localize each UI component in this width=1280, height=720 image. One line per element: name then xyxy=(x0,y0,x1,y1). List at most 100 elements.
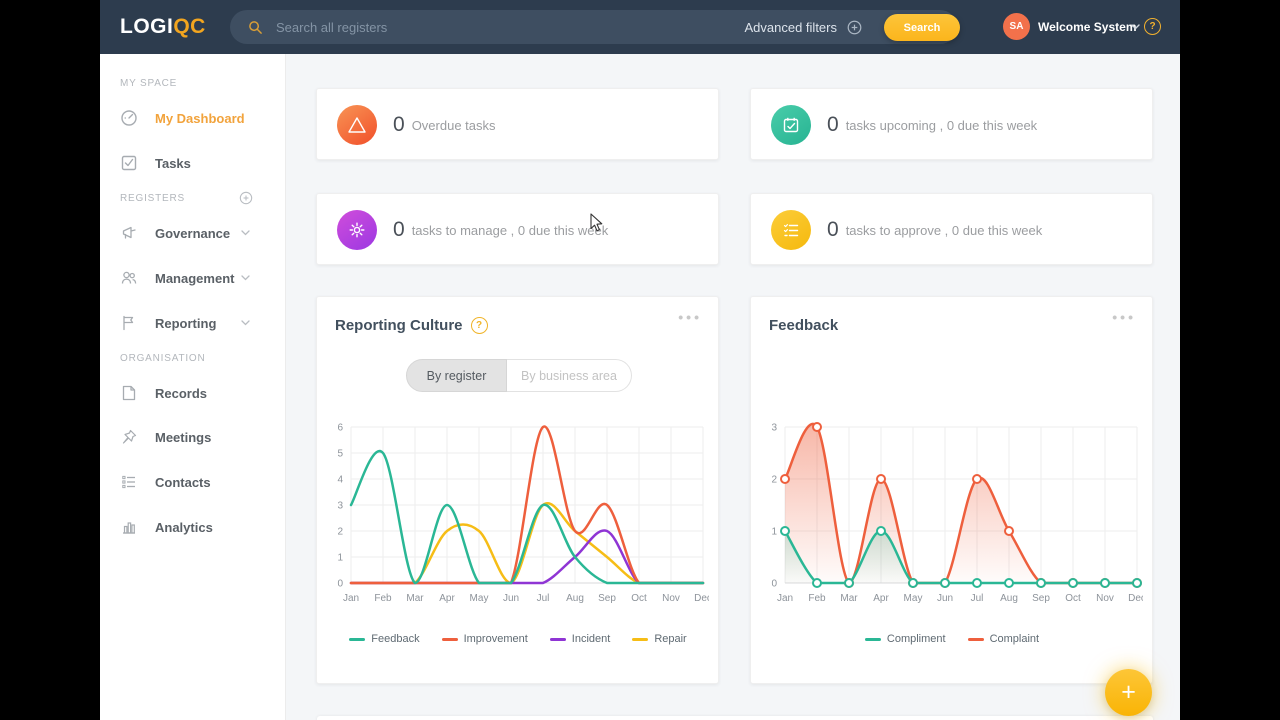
reporting-culture-legend: Feedback Improvement Incident Repair xyxy=(317,633,719,645)
svg-text:Nov: Nov xyxy=(662,593,680,604)
app-window: LOGIQC Search all registers Advanced fil… xyxy=(100,0,1180,720)
legend-label: Incident xyxy=(571,633,611,645)
svg-text:Jan: Jan xyxy=(343,593,359,604)
gear-circle xyxy=(337,210,377,250)
sidebar-item-my-dashboard[interactable]: My Dashboard xyxy=(100,103,286,133)
svg-text:Jun: Jun xyxy=(503,593,519,604)
upcoming-tasks-card[interactable]: 0 tasks upcoming , 0 due this week xyxy=(750,88,1153,160)
sidebar-item-tasks[interactable]: Tasks xyxy=(100,148,286,178)
svg-text:Jul: Jul xyxy=(971,593,984,604)
top-header: LOGIQC Search all registers Advanced fil… xyxy=(100,0,1180,54)
sidebar-item-records[interactable]: Records xyxy=(100,378,286,408)
chevron-down-icon[interactable] xyxy=(1131,24,1140,30)
feedback-title: Feedback xyxy=(769,317,839,334)
next-card-edge xyxy=(317,716,1153,720)
manage-tasks-card[interactable]: 0 tasks to manage , 0 due this week xyxy=(316,193,719,265)
megaphone-icon xyxy=(122,226,136,239)
add-fab-button[interactable]: + xyxy=(1105,669,1152,716)
calendar-icon xyxy=(783,117,799,133)
svg-text:Nov: Nov xyxy=(1096,593,1114,604)
approve-count: 0 xyxy=(827,218,839,241)
svg-text:1: 1 xyxy=(771,527,777,538)
legend-color-dash xyxy=(441,637,458,641)
advanced-filters-label[interactable]: Advanced filters xyxy=(744,19,838,35)
legend-label: Compliment xyxy=(886,633,946,645)
sidebar-item-label: Tasks xyxy=(155,155,191,171)
warning-circle xyxy=(337,105,377,145)
sidebar-item-label: Contacts xyxy=(155,474,211,490)
global-search-bar[interactable]: Search all registers Advanced filters xyxy=(230,10,957,44)
svg-text:6: 6 xyxy=(337,423,343,434)
feedback-legend: Compliment Complaint xyxy=(751,633,1153,645)
overdue-tasks-card[interactable]: 0 Overdue tasks xyxy=(316,88,719,160)
svg-text:Sep: Sep xyxy=(1032,593,1050,604)
dashboard-icon xyxy=(121,110,137,126)
logo-text-primary: LOGI xyxy=(120,15,174,38)
sidebar-item-reporting[interactable]: Reporting xyxy=(100,308,286,338)
overdue-label: Overdue tasks xyxy=(411,117,496,133)
card-menu-icon[interactable]: ••• xyxy=(1112,309,1136,325)
chevron-down-icon[interactable] xyxy=(241,230,250,236)
legend-label: Feedback xyxy=(371,633,420,645)
svg-text:Dec: Dec xyxy=(1128,593,1143,604)
add-register-icon[interactable] xyxy=(239,191,253,205)
legend-item: Improvement xyxy=(441,633,528,645)
svg-text:1: 1 xyxy=(337,553,343,564)
svg-text:May: May xyxy=(904,593,923,604)
manage-label: tasks to manage , 0 due this week xyxy=(411,222,609,238)
sidebar-item-contacts[interactable]: Contacts xyxy=(100,467,286,497)
add-filter-icon[interactable] xyxy=(847,20,862,35)
sidebar-item-label: Meetings xyxy=(155,429,212,445)
user-menu[interactable]: Welcome System xyxy=(1038,20,1137,34)
svg-text:2: 2 xyxy=(771,475,777,486)
sidebar-item-label: Governance xyxy=(155,225,231,241)
logiqc-logo[interactable]: LOGIQC xyxy=(120,0,206,54)
svg-text:Oct: Oct xyxy=(1065,593,1081,604)
mouse-cursor xyxy=(590,213,603,232)
svg-text:Apr: Apr xyxy=(873,593,889,604)
toggle-by-register[interactable]: By register xyxy=(406,359,507,392)
sidebar-item-governance[interactable]: Governance xyxy=(100,218,286,248)
warning-triangle-icon xyxy=(348,117,366,133)
manage-count: 0 xyxy=(393,218,405,241)
logo-text-accent: QC xyxy=(173,15,206,38)
sidebar-item-meetings[interactable]: Meetings xyxy=(100,422,286,452)
sidebar-item-label: Records xyxy=(155,385,208,401)
overdue-count: 0 xyxy=(393,113,405,136)
approve-tasks-card[interactable]: 0 tasks to approve , 0 due this week xyxy=(750,193,1153,265)
svg-text:Jul: Jul xyxy=(537,593,550,604)
help-icon[interactable]: ? xyxy=(1144,18,1161,35)
records-icon xyxy=(122,385,136,401)
upcoming-label: tasks upcoming , 0 due this week xyxy=(845,117,1038,133)
chevron-down-icon[interactable] xyxy=(241,275,250,281)
svg-text:Aug: Aug xyxy=(1000,593,1018,604)
checklist-icon xyxy=(783,224,799,237)
search-button[interactable]: Search xyxy=(884,14,960,41)
checklist-circle xyxy=(771,210,811,250)
sidebar-item-label: My Dashboard xyxy=(155,110,245,126)
svg-text:0: 0 xyxy=(337,579,343,590)
help-icon[interactable]: ? xyxy=(470,317,488,334)
tasks-icon xyxy=(121,155,137,171)
svg-text:Apr: Apr xyxy=(439,593,455,604)
chart-view-toggle: By register By business area xyxy=(406,359,632,392)
approve-label: tasks to approve , 0 due this week xyxy=(845,222,1043,238)
avatar[interactable]: SA xyxy=(1003,13,1030,40)
legend-color-dash xyxy=(967,637,984,641)
search-input[interactable]: Search all registers xyxy=(276,19,388,35)
sidebar-item-management[interactable]: Management xyxy=(100,263,286,293)
toggle-by-business-area[interactable]: By business area xyxy=(507,359,632,392)
card-menu-icon[interactable]: ••• xyxy=(678,309,702,325)
sidebar-nav: MY SPACE My Dashboard Tasks REGISTERS xyxy=(100,54,286,720)
legend-item: Complaint xyxy=(967,633,1039,645)
section-label-organisation: ORGANISATION xyxy=(120,353,206,364)
chevron-down-icon[interactable] xyxy=(241,320,250,326)
people-icon xyxy=(121,271,137,284)
legend-item: Repair xyxy=(632,633,687,645)
svg-text:3: 3 xyxy=(771,423,777,434)
svg-text:Oct: Oct xyxy=(631,593,647,604)
flag-icon xyxy=(123,315,134,331)
letterbox-left xyxy=(0,0,100,720)
sidebar-item-analytics[interactable]: Analytics xyxy=(100,512,286,542)
